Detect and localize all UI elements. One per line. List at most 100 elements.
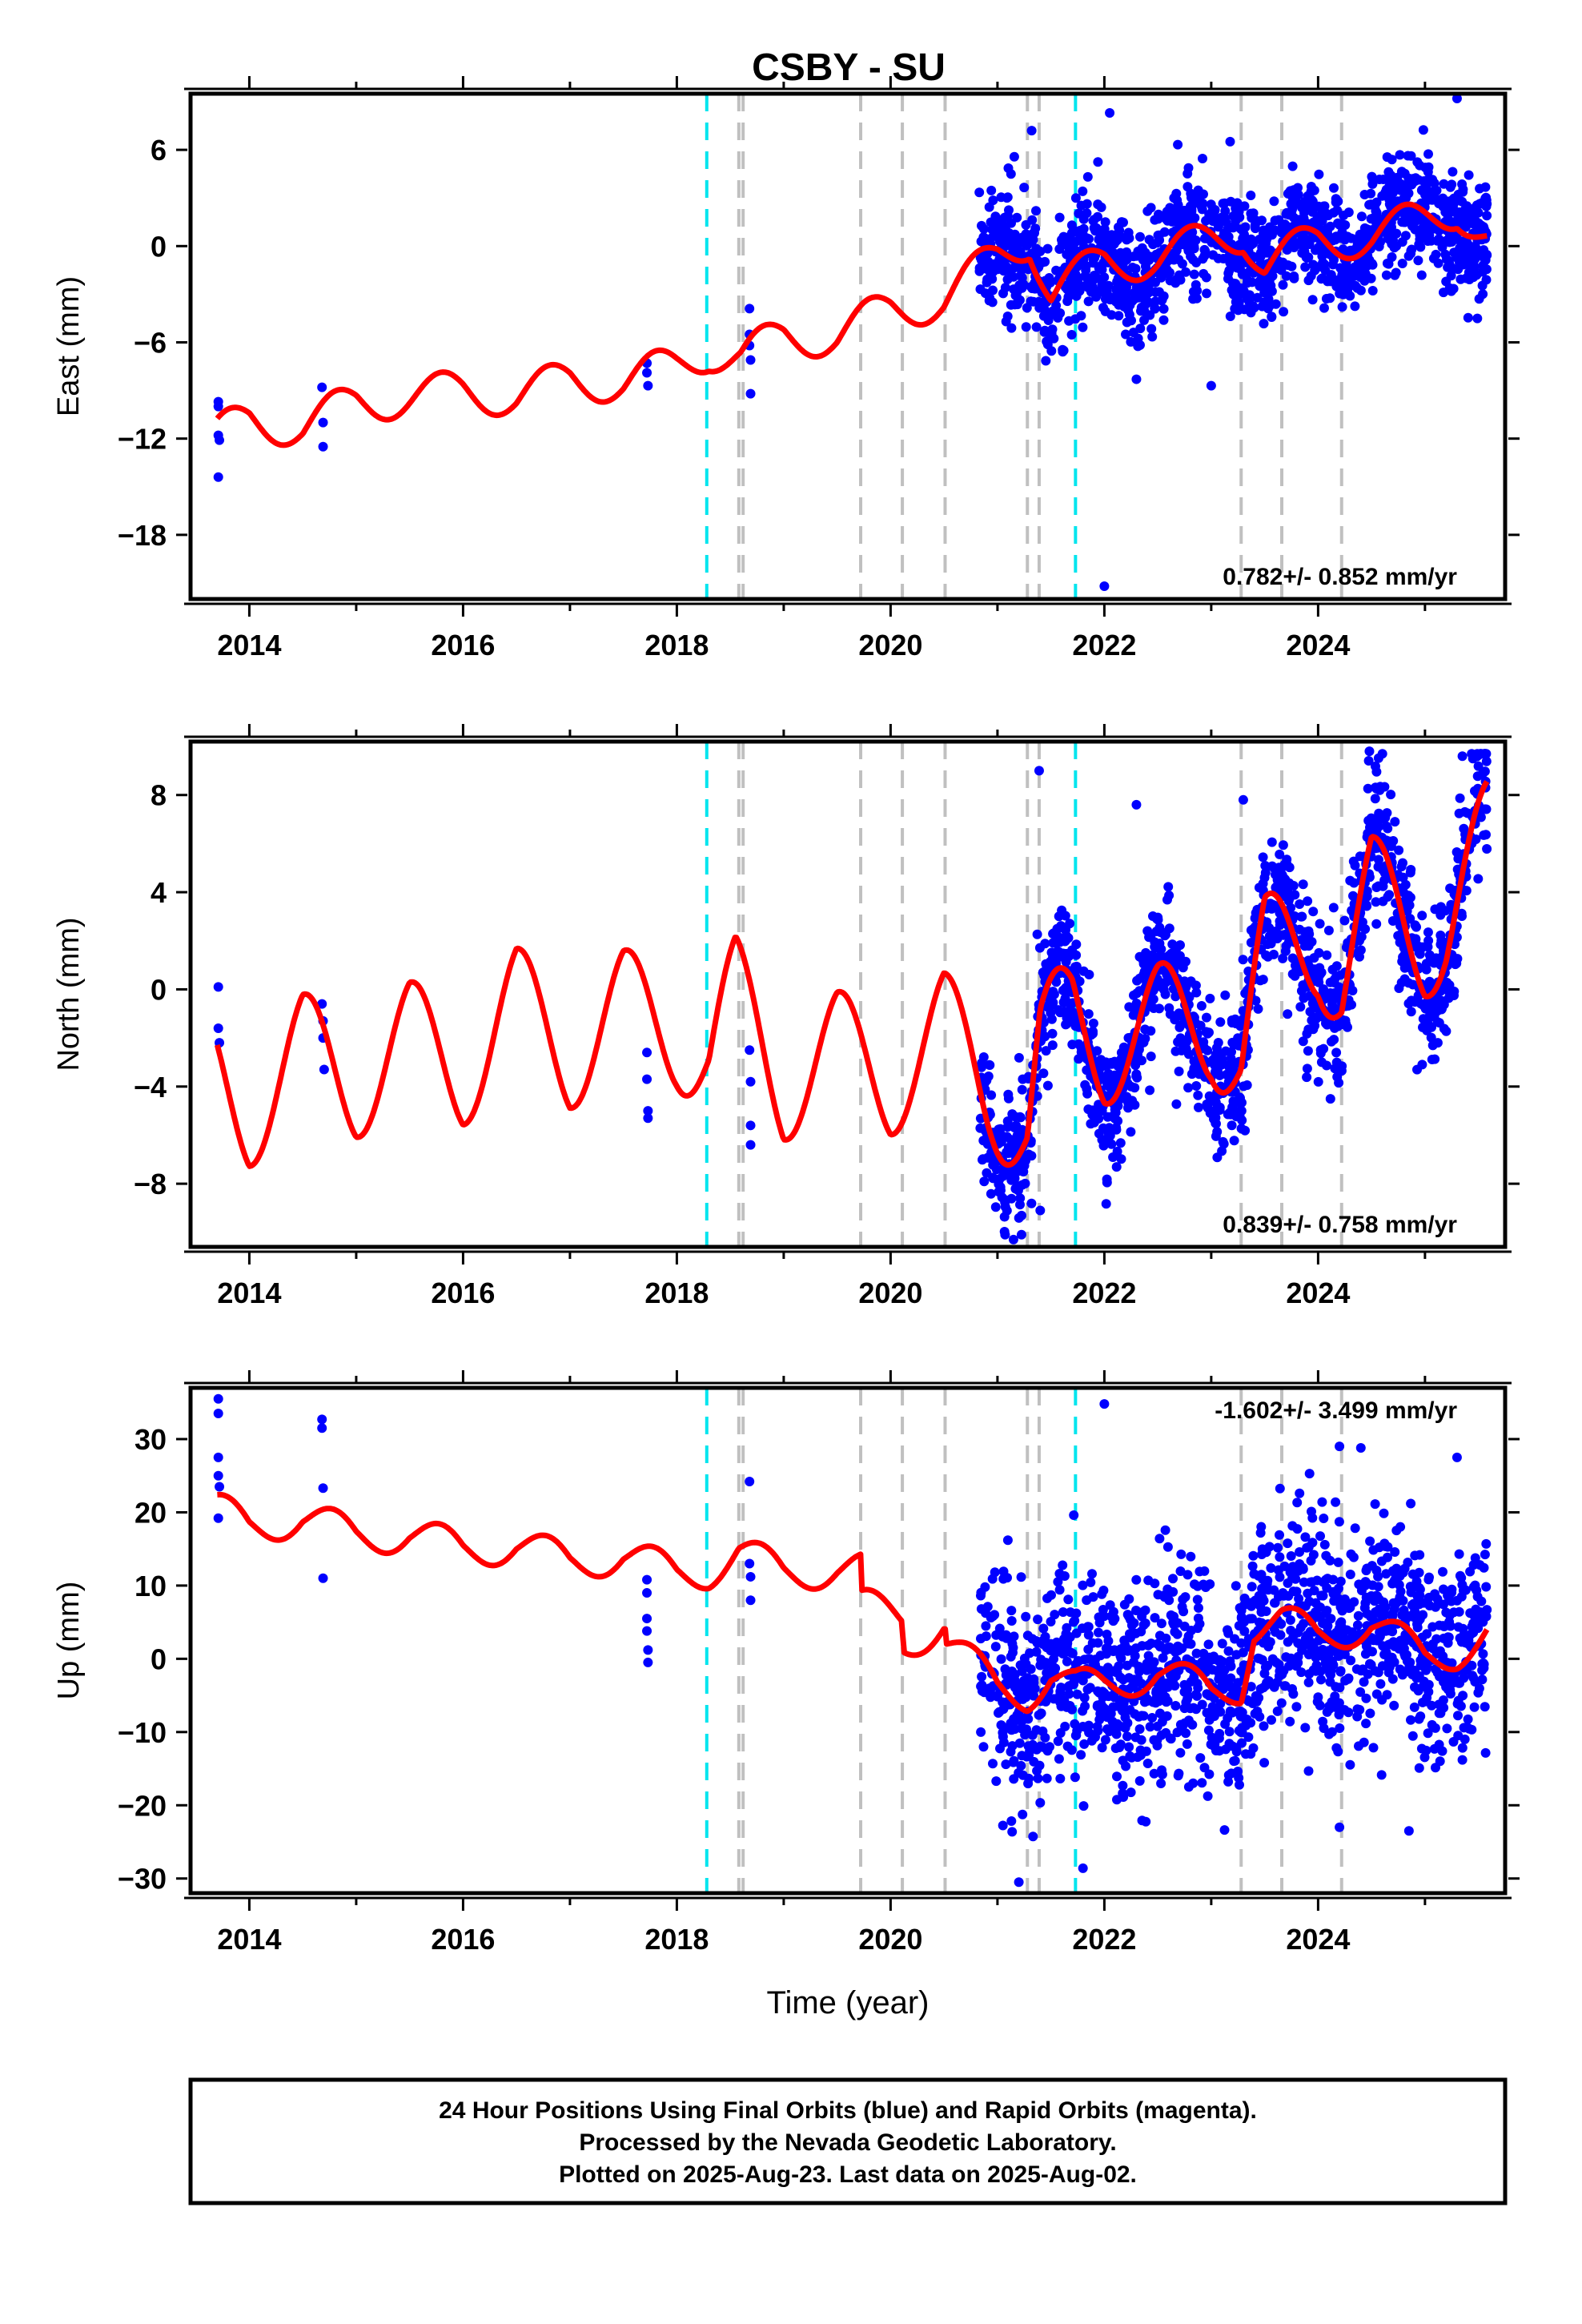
data-point xyxy=(986,1090,997,1100)
data-point xyxy=(996,1130,1006,1140)
data-point xyxy=(1288,1586,1299,1597)
data-point xyxy=(1399,1643,1409,1654)
data-point xyxy=(1385,1622,1395,1633)
data-point xyxy=(1439,1023,1449,1034)
data-point xyxy=(1390,270,1400,280)
data-point xyxy=(1213,219,1223,229)
data-point-outlier xyxy=(1131,374,1142,384)
data-point xyxy=(1308,1665,1319,1675)
data-point xyxy=(1014,295,1025,305)
data-point xyxy=(1069,1617,1078,1627)
data-point xyxy=(1432,1006,1443,1015)
data-point xyxy=(1427,1040,1438,1051)
data-point xyxy=(1083,1630,1094,1640)
data-point xyxy=(1440,906,1451,916)
data-point xyxy=(1169,1611,1179,1622)
data-point xyxy=(1403,999,1414,1009)
data-point xyxy=(1346,1549,1356,1559)
event-lines xyxy=(705,1388,1343,1893)
data-point xyxy=(1219,1139,1229,1149)
data-point xyxy=(1447,1584,1457,1594)
data-point xyxy=(1259,873,1270,883)
data-point xyxy=(1150,304,1160,314)
data-point xyxy=(987,263,998,274)
data-point xyxy=(1207,1096,1217,1106)
data-point xyxy=(1319,1514,1329,1523)
data-point xyxy=(745,388,756,399)
x-tick-label: 2016 xyxy=(431,629,495,661)
data-point xyxy=(1482,211,1492,221)
data-point xyxy=(1468,1671,1477,1681)
data-point xyxy=(976,1604,986,1614)
data-point xyxy=(1054,1754,1064,1764)
data-point xyxy=(997,230,1006,239)
data-point xyxy=(1076,311,1086,321)
data-point xyxy=(985,1060,995,1070)
data-point xyxy=(1070,193,1081,203)
data-point xyxy=(1199,189,1208,199)
data-point xyxy=(1085,274,1095,284)
data-point xyxy=(1295,215,1305,225)
data-point xyxy=(1325,1094,1335,1104)
data-point xyxy=(1008,1647,1018,1658)
data-point xyxy=(1145,1722,1155,1732)
data-point xyxy=(1136,1626,1146,1637)
data-point xyxy=(1260,921,1271,931)
data-point xyxy=(1154,951,1164,962)
data-point xyxy=(1173,1771,1183,1781)
data-point xyxy=(1314,169,1324,179)
data-point xyxy=(1422,1693,1432,1703)
data-point xyxy=(1141,1816,1151,1827)
data-point xyxy=(1390,817,1400,827)
data-point xyxy=(1033,1773,1043,1783)
data-point xyxy=(1247,1601,1256,1611)
data-point xyxy=(1329,1035,1339,1045)
data-point xyxy=(1345,1570,1355,1579)
data-point xyxy=(978,1074,989,1084)
data-point xyxy=(1383,1542,1393,1552)
data-point xyxy=(1298,1564,1308,1574)
data-point xyxy=(1356,1666,1367,1676)
data-point xyxy=(1246,239,1256,250)
data-point xyxy=(1304,239,1315,249)
data-point xyxy=(1050,1647,1060,1657)
data-point xyxy=(1292,1498,1303,1508)
footer-line-2: Processed by the Nevada Geodetic Laborat… xyxy=(579,2129,1116,2156)
data-point xyxy=(997,1192,1007,1203)
data-point xyxy=(1071,1730,1082,1740)
data-point xyxy=(1269,1585,1279,1595)
data-point xyxy=(1278,1588,1288,1598)
y-tick-label: 0 xyxy=(151,1642,167,1675)
data-point xyxy=(1457,1743,1468,1753)
data-point xyxy=(1452,847,1462,857)
data-point xyxy=(1412,157,1423,167)
data-point xyxy=(1122,1610,1133,1620)
data-point xyxy=(1271,1657,1281,1667)
data-point xyxy=(1248,1550,1259,1561)
y-tick-label: 6 xyxy=(151,134,167,167)
x-tick-label: 2016 xyxy=(431,1923,495,1956)
data-point xyxy=(1404,1611,1415,1621)
data-point xyxy=(1126,336,1136,347)
data-point xyxy=(1434,234,1443,244)
data-point xyxy=(999,1212,1010,1222)
data-point xyxy=(1181,267,1191,277)
data-point xyxy=(1207,1108,1217,1118)
data-point xyxy=(1225,312,1235,321)
data-point xyxy=(317,999,327,1009)
data-point xyxy=(1325,1555,1335,1566)
data-point-outlier xyxy=(1131,799,1142,810)
data-point xyxy=(213,982,223,992)
data-point xyxy=(1374,1542,1384,1553)
data-point xyxy=(1308,1550,1319,1560)
data-point xyxy=(1203,1725,1214,1735)
data-point xyxy=(1316,1675,1326,1685)
data-point xyxy=(1362,901,1372,911)
data-point xyxy=(1230,304,1240,314)
data-point xyxy=(1217,1146,1227,1156)
data-point xyxy=(1286,1653,1296,1663)
data-point xyxy=(1261,1578,1271,1588)
y-tick-label: −18 xyxy=(118,519,167,552)
data-point xyxy=(1365,1536,1375,1546)
